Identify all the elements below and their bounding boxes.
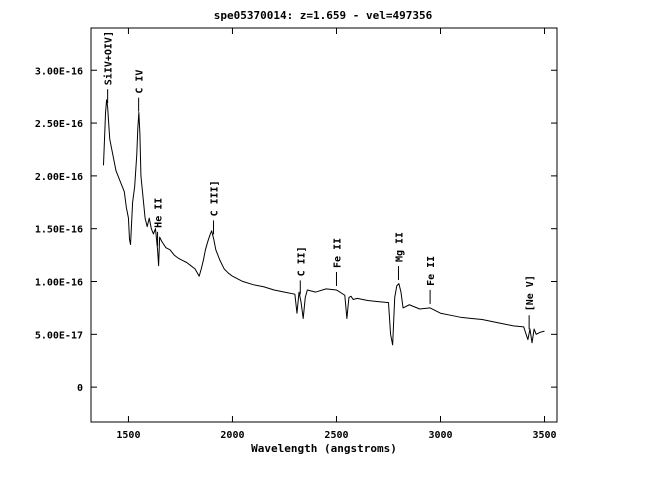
x-tick-label-4: 3500 <box>532 430 556 441</box>
chart-title: spe05370014: z=1.659 - vel=497356 <box>214 9 433 22</box>
annotation-layer: SiIV+OIV] C IV He II C III] C II] Fe II Mg II F… <box>103 31 536 330</box>
x-tick-label-1: 2000 <box>220 430 244 441</box>
series-layer <box>102 99 545 346</box>
y-tick-label-2: 1.00E-16 <box>35 278 83 289</box>
x-axis-label: Wavelength (angstroms) <box>251 442 397 455</box>
line-label-5: Fe II <box>332 238 343 268</box>
line-label-7: Fe II <box>426 256 437 286</box>
line-label-3: C III] <box>210 180 221 216</box>
y-tick-label-5: 2.50E-16 <box>35 119 83 130</box>
y-tick-label-3: 1.50E-16 <box>35 225 83 236</box>
x-tick-label-2: 2500 <box>324 430 348 441</box>
x-tick-label-0: 1500 <box>116 430 140 441</box>
line-label-4: C II] <box>296 246 307 276</box>
y-tick-label-6: 3.00E-16 <box>35 66 83 77</box>
line-label-0: SiIV+OIV] <box>103 31 115 85</box>
y-tick-label-4: 2.00E-16 <box>35 172 83 183</box>
spectrum-line-0 <box>102 99 545 346</box>
y-axis-ticks: 0 5.00E-17 1.00E-16 1.50E-16 2.00E-16 2.50E-1… <box>35 66 557 394</box>
x-tick-label-3: 3000 <box>428 430 452 441</box>
line-label-6: Mg II <box>394 232 405 262</box>
plot-frame <box>90 27 558 423</box>
line-label-2: He II <box>154 198 165 228</box>
y-tick-label-1: 5.00E-17 <box>35 330 83 341</box>
line-label-1: C IV <box>135 70 146 94</box>
y-tick-label-0: 0 <box>77 383 83 394</box>
x-axis-ticks: 1500 2000 2500 3000 3500 <box>116 28 557 441</box>
line-label-8: [Ne V] <box>525 275 536 311</box>
